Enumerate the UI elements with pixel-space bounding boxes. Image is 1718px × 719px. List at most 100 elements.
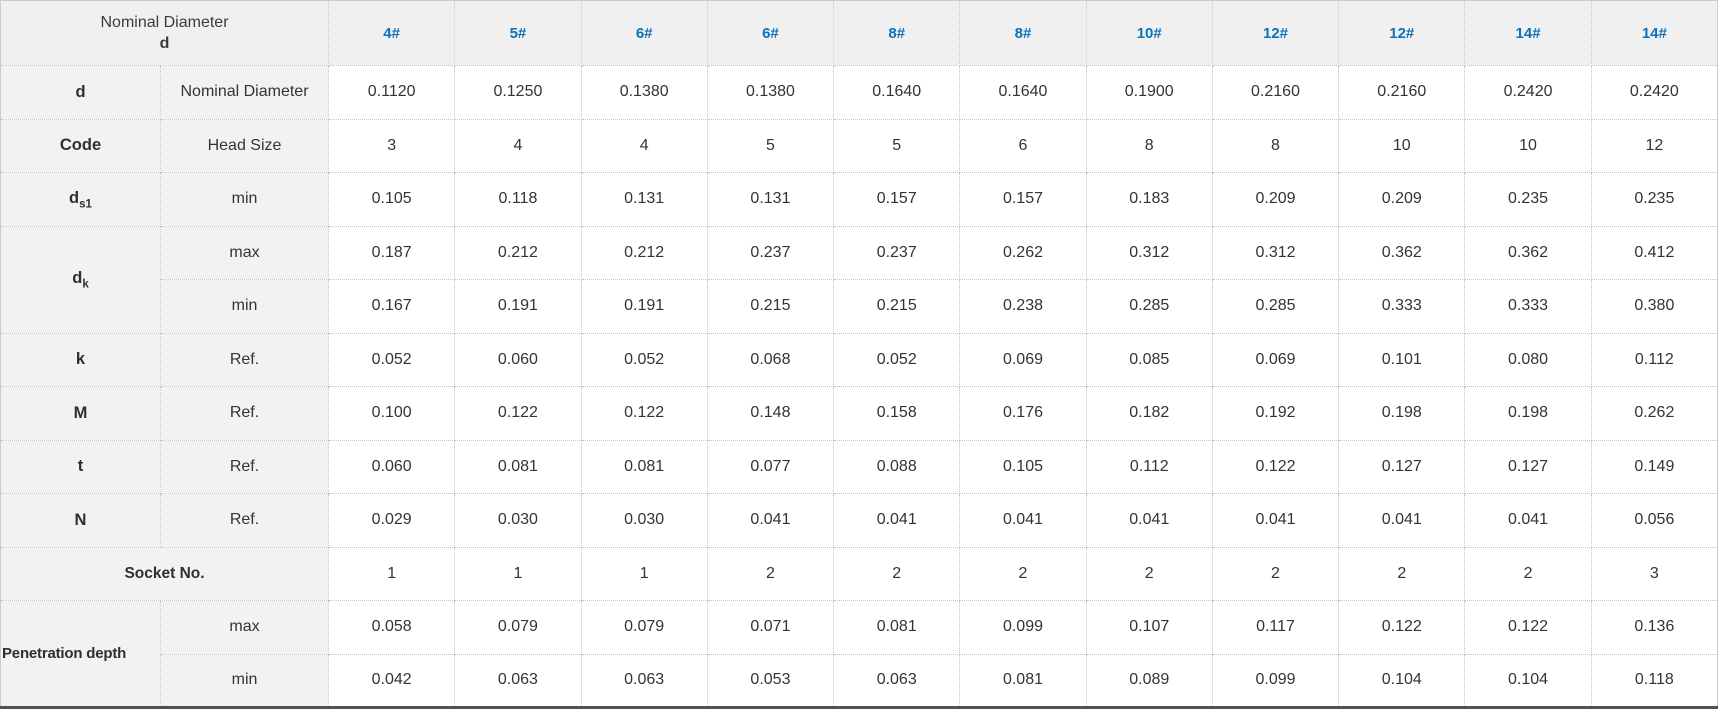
value-cell: 0.122 — [1338, 600, 1466, 655]
value-cell: 0.380 — [1590, 279, 1718, 334]
value-cell: 0.1640 — [959, 65, 1087, 120]
value-cell: 0.1250 — [454, 65, 582, 120]
row-dk-min: min 0.167 0.191 0.191 0.215 0.215 0.238 … — [1, 279, 1718, 334]
value-cell: 0.1120 — [328, 65, 456, 120]
value-cell: 0.192 — [1211, 386, 1340, 441]
row-k-ref: k Ref. 0.052 0.060 0.052 0.068 0.052 0.0… — [0, 332, 1718, 387]
value-cell: 0.412 — [1590, 225, 1718, 280]
value-cell: 0.1900 — [1085, 65, 1213, 120]
value-cell: 0.1380 — [580, 65, 708, 120]
row-sublabel: min — [159, 653, 330, 708]
value-cell: 0.030 — [580, 493, 708, 548]
value-cell: 0.122 — [580, 386, 708, 441]
value-cell: 0.122 — [1211, 439, 1340, 494]
value-cell: 0.127 — [1464, 439, 1592, 494]
value-cell: 0.122 — [454, 386, 582, 441]
value-cell: 0.312 — [1211, 225, 1340, 280]
value-cell: 0.060 — [454, 332, 582, 387]
value-cell: 0.237 — [833, 225, 961, 280]
value-cell: 0.191 — [580, 279, 708, 334]
corner-cell: Nominal Diameter d — [0, 0, 330, 66]
row-dk-max: dk max 0.187 0.212 0.212 0.237 0.237 0.2… — [0, 225, 1718, 334]
column-header-14b: 14# — [1590, 0, 1718, 66]
value-cell: 0.060 — [328, 439, 456, 494]
value-cell: 0.041 — [1211, 493, 1340, 548]
value-cell: 0.209 — [1338, 172, 1466, 227]
value-cell: 10 — [1338, 118, 1466, 173]
row-n-ref: N Ref. 0.029 0.030 0.030 0.041 0.041 0.0… — [0, 493, 1718, 548]
value-cell: 0.2420 — [1590, 65, 1718, 120]
row-label-n: N — [0, 493, 161, 548]
row-ds1-min: ds1 min 0.105 0.118 0.131 0.131 0.157 0.… — [0, 172, 1718, 227]
value-cell: 0.285 — [1085, 279, 1213, 334]
value-cell: 2 — [1085, 546, 1213, 601]
value-cell: 0.235 — [1464, 172, 1592, 227]
value-cell: 0.285 — [1211, 279, 1340, 334]
row-label-ds1: ds1 — [0, 172, 161, 227]
column-header-5: 5# — [454, 0, 582, 66]
column-header-4: 4# — [328, 0, 456, 66]
value-cell: 0.176 — [959, 386, 1087, 441]
value-cell: 0.2160 — [1211, 65, 1340, 120]
value-cell: 0.209 — [1211, 172, 1340, 227]
value-cell: 0.215 — [833, 279, 961, 334]
value-cell: 0.081 — [833, 600, 961, 655]
column-header-6b: 6# — [706, 0, 835, 66]
value-cell: 0.362 — [1464, 225, 1592, 280]
value-cell: 8 — [1085, 118, 1213, 173]
row-sublabel: min — [159, 279, 330, 334]
value-cell: 0.042 — [328, 653, 456, 708]
row-label-dk: dk — [0, 225, 161, 334]
row-label-penetration-depth: Penetration depth — [0, 600, 161, 708]
value-cell: 0.063 — [454, 653, 582, 708]
row-label-k: k — [0, 332, 161, 387]
value-cell: 0.105 — [959, 439, 1087, 494]
header-row: Nominal Diameter d 4# 5# 6# 6# 8# 8# 10#… — [0, 0, 1718, 66]
value-cell: 0.041 — [1338, 493, 1466, 548]
row-penetration-min: min 0.042 0.063 0.063 0.053 0.063 0.081 … — [1, 653, 1718, 708]
value-cell: 0.068 — [706, 332, 835, 387]
value-cell: 0.167 — [328, 279, 456, 334]
value-cell: 2 — [959, 546, 1087, 601]
value-cell: 5 — [706, 118, 835, 173]
value-cell: 0.058 — [328, 600, 456, 655]
value-cell: 4 — [454, 118, 582, 173]
value-cell: 0.041 — [706, 493, 835, 548]
value-cell: 0.312 — [1085, 225, 1213, 280]
row-sublabel: Ref. — [159, 493, 330, 548]
value-cell: 0.099 — [959, 600, 1087, 655]
column-header-14a: 14# — [1464, 0, 1592, 66]
value-cell: 0.088 — [833, 439, 961, 494]
value-cell: 0.238 — [959, 279, 1087, 334]
value-cell: 4 — [580, 118, 708, 173]
value-cell: 0.105 — [328, 172, 456, 227]
value-cell: 0.212 — [580, 225, 708, 280]
corner-title: Nominal Diameter — [100, 14, 229, 31]
value-cell: 6 — [959, 118, 1087, 173]
value-cell: 0.085 — [1085, 332, 1213, 387]
value-cell: 0.118 — [1590, 653, 1718, 708]
label-base: d — [72, 268, 83, 287]
value-cell: 3 — [328, 118, 456, 173]
corner-symbol: d — [159, 35, 170, 52]
value-cell: 2 — [1464, 546, 1592, 601]
value-cell: 0.053 — [706, 653, 835, 708]
value-cell: 0.122 — [1464, 600, 1592, 655]
value-cell: 0.041 — [1085, 493, 1213, 548]
value-cell: 0.158 — [833, 386, 961, 441]
row-penetration-max: Penetration depth max 0.058 0.079 0.079 … — [0, 600, 1718, 708]
value-cell: 0.079 — [454, 600, 582, 655]
value-cell: 0.080 — [1464, 332, 1592, 387]
value-cell: 12 — [1590, 118, 1718, 173]
value-cell: 1 — [454, 546, 582, 601]
value-cell: 0.198 — [1464, 386, 1592, 441]
row-m-ref: M Ref. 0.100 0.122 0.122 0.148 0.158 0.1… — [0, 386, 1718, 441]
value-cell: 0.157 — [833, 172, 961, 227]
value-cell: 0.117 — [1211, 600, 1340, 655]
value-cell: 0.112 — [1085, 439, 1213, 494]
value-cell: 0.262 — [959, 225, 1087, 280]
value-cell: 0.041 — [1464, 493, 1592, 548]
value-cell: 0.104 — [1464, 653, 1592, 708]
row-sublabel: Ref. — [159, 386, 330, 441]
value-cell: 0.081 — [959, 653, 1087, 708]
